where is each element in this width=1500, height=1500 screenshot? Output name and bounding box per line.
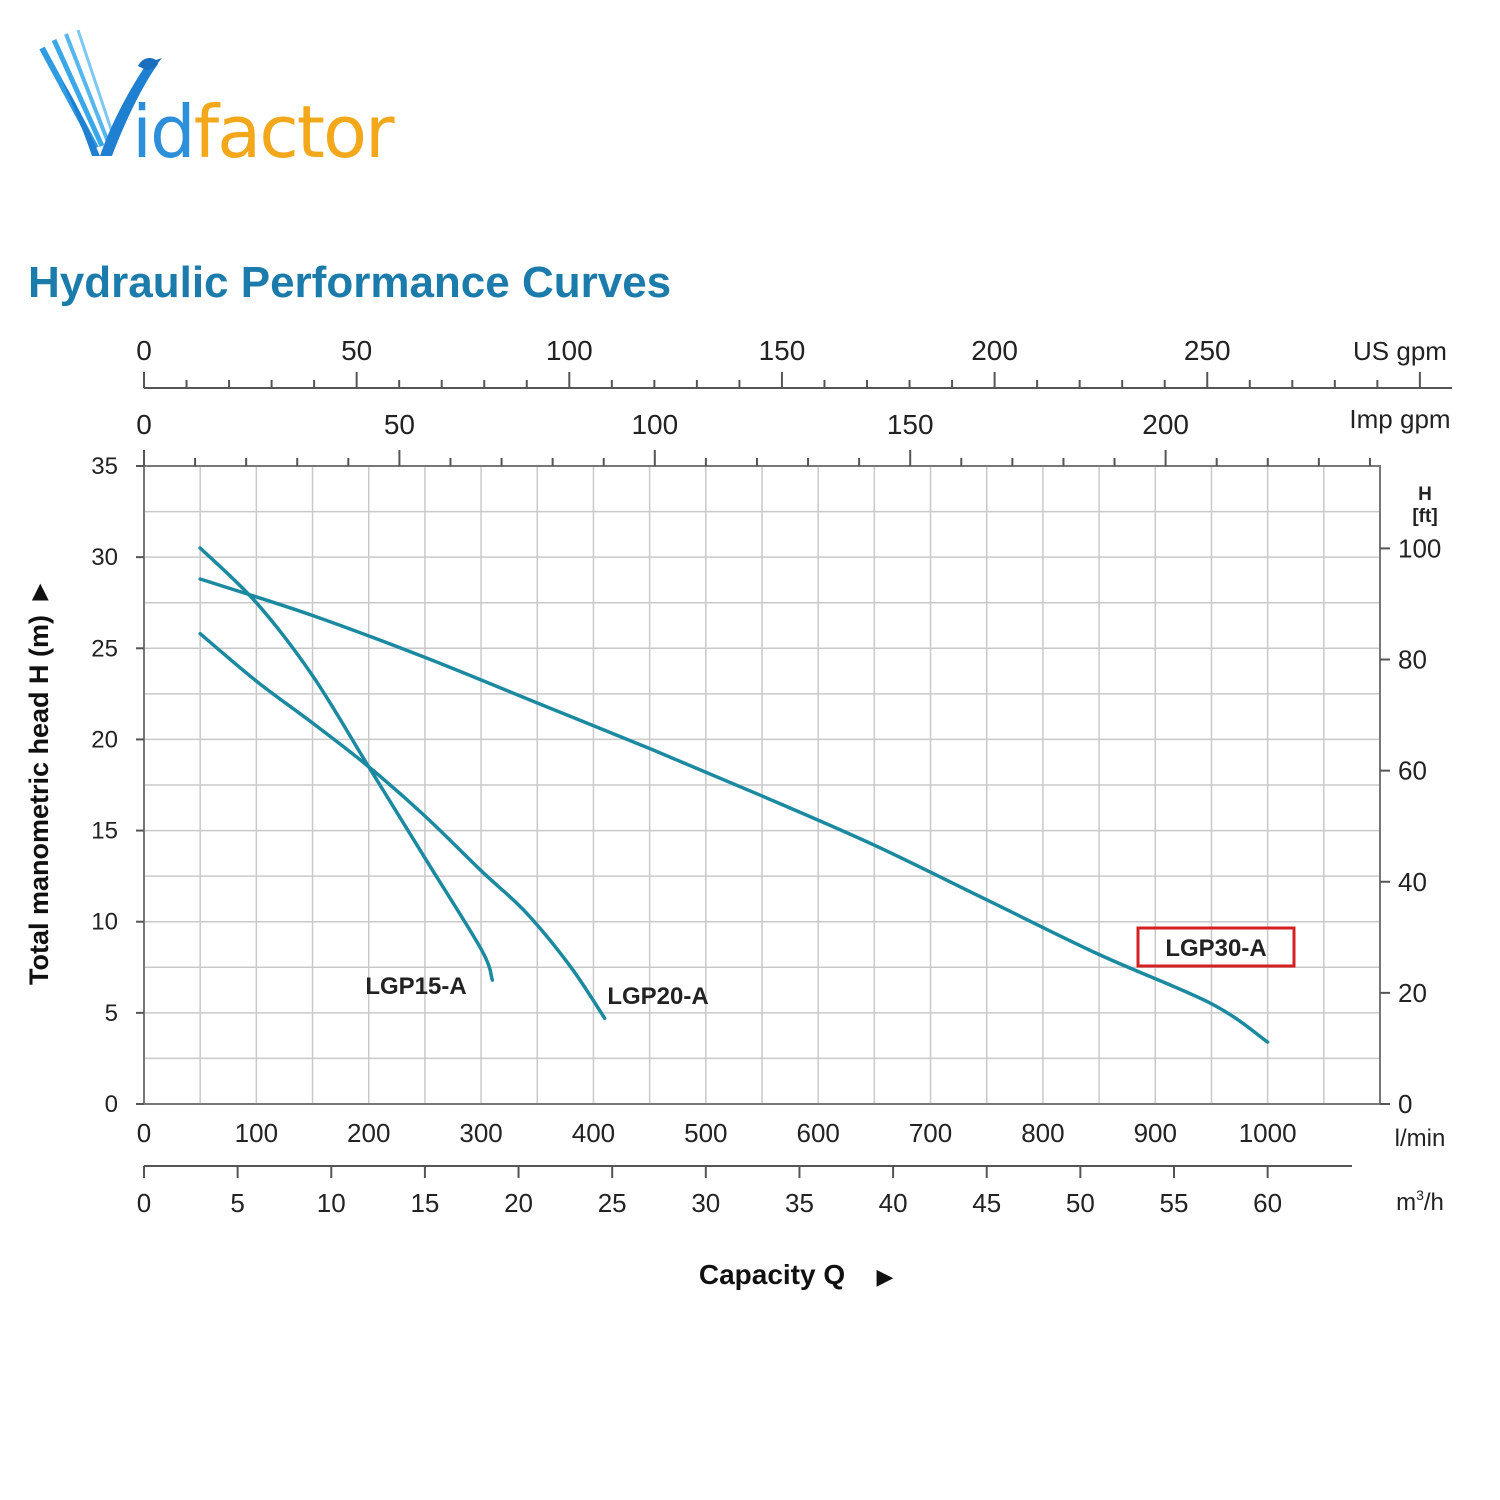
feather-icon [39,29,116,150]
y-tick-label: 15 [91,818,118,845]
m3h-unit: m3/h [1396,1187,1444,1216]
m3h-tick-label: 15 [410,1188,439,1218]
y2-axis-label-unit: [ft] [1412,506,1437,527]
us-gpm-tick-label: 250 [1184,335,1231,366]
x-tick-label: 300 [459,1118,502,1148]
y-tick-label: 5 [105,1000,118,1027]
logo-v-shape [62,60,158,156]
us-gpm-tick-label: 100 [546,335,593,366]
x-tick-label: 900 [1134,1118,1177,1148]
x-tick-label: 400 [572,1118,615,1148]
imp-gpm-tick-label: 0 [136,409,152,440]
imp-gpm-tick-label: 150 [887,409,934,440]
m3h-tick-label: 40 [879,1188,908,1218]
logo-wordmark: idfactor [132,96,395,168]
y-tick-label: 20 [91,726,118,753]
us-gpm-tick-label: 50 [341,335,372,366]
y2-tick-label: 40 [1398,867,1427,897]
x-axis-label: Capacity Q [699,1259,845,1290]
m3h-tick-label: 0 [137,1188,151,1218]
vidfactor-logo-mark [39,29,162,156]
y2-tick-label: 60 [1398,756,1427,786]
y-tick-label: 0 [105,1091,118,1118]
m3h-tick-label: 60 [1253,1188,1282,1218]
bird-icon [138,58,162,70]
x-tick-label: 600 [796,1118,839,1148]
y-tick-label: 10 [91,909,118,936]
imp-gpm-tick-label: 100 [631,409,678,440]
x-tick-label: 500 [684,1118,727,1148]
y-tick-label: 25 [91,635,118,662]
y-axis-arrow-icon: ▶ [26,583,51,600]
y-tick-label: 35 [91,453,118,480]
us-gpm-tick-label: 0 [136,335,152,366]
m3h-tick-label: 25 [598,1188,627,1218]
us-gpm-tick-label: 150 [759,335,806,366]
m3h-tick-label: 10 [317,1188,346,1218]
series-line-lgp20-a [198,631,607,1021]
y2-tick-label: 20 [1398,978,1427,1008]
m3h-tick-label: 45 [972,1188,1001,1218]
y2-axis-label-h: H [1418,484,1432,505]
imp-gpm-tick-label: 200 [1142,409,1189,440]
m3h-tick-label: 55 [1160,1188,1189,1218]
y-tick-label: 30 [91,544,118,571]
series-label-lgp20-a: LGP20-A [607,983,708,1010]
series-line-lgp15-a [198,546,495,982]
series-label-lgp15-a: LGP15-A [365,973,466,1000]
x-tick-label: 100 [235,1118,278,1148]
y2-tick-label: 0 [1398,1089,1412,1119]
x-axis-arrow-icon: ▶ [877,1264,894,1289]
series-label-lgp30-a: LGP30-A [1165,935,1266,962]
us-gpm-unit: US gpm [1353,336,1447,366]
x-tick-label: 700 [909,1118,952,1148]
y2-tick-label: 80 [1398,645,1427,675]
x-tick-label: 0 [137,1118,151,1148]
m3h-tick-label: 30 [691,1188,720,1218]
x-tick-label: 800 [1021,1118,1064,1148]
us-gpm-tick-label: 200 [971,335,1018,366]
imp-gpm-unit: Imp gpm [1349,404,1450,434]
highlight-box [1136,926,1296,968]
imp-gpm-tick-label: 50 [384,409,415,440]
y2-tick-label: 100 [1398,533,1441,563]
x-tick-label: 1000 [1239,1118,1297,1148]
m3h-tick-label: 50 [1066,1188,1095,1218]
logo-text-i: id [132,90,196,174]
logo-text-rest: factor [193,90,395,174]
m3h-tick-label: 5 [230,1188,244,1218]
series-line-lgp30-a [198,577,1270,1044]
x-unit-lmin: l/min [1395,1125,1446,1152]
plot-frame [143,465,1381,1105]
y-axis-label: Total manometric head H (m) [24,615,54,985]
x-tick-label: 200 [347,1118,390,1148]
m3h-tick-label: 35 [785,1188,814,1218]
m3h-tick-label: 20 [504,1188,533,1218]
chart-title: Hydraulic Performance Curves [28,258,672,307]
